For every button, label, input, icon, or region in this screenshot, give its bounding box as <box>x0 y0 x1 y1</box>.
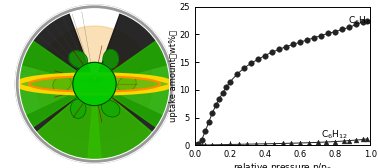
Y-axis label: uptake amount（wt%）: uptake amount（wt%） <box>169 30 178 122</box>
Polygon shape <box>20 11 94 84</box>
Polygon shape <box>35 84 101 161</box>
Circle shape <box>73 62 116 106</box>
Ellipse shape <box>71 99 86 118</box>
Text: C$_6$H$_6$: C$_6$H$_6$ <box>349 14 372 27</box>
Polygon shape <box>88 84 154 161</box>
Polygon shape <box>17 40 94 128</box>
Circle shape <box>17 7 172 161</box>
Text: C$_6$H$_{12}$: C$_6$H$_{12}$ <box>321 128 348 140</box>
Ellipse shape <box>102 100 120 117</box>
Polygon shape <box>94 40 172 128</box>
Ellipse shape <box>103 50 118 69</box>
Ellipse shape <box>69 51 87 68</box>
Ellipse shape <box>118 76 136 92</box>
Polygon shape <box>25 84 164 161</box>
Polygon shape <box>94 11 169 84</box>
Circle shape <box>37 26 152 142</box>
X-axis label: relative pressure p/p$_0$: relative pressure p/p$_0$ <box>233 161 332 168</box>
Ellipse shape <box>17 76 172 92</box>
Ellipse shape <box>53 76 71 92</box>
